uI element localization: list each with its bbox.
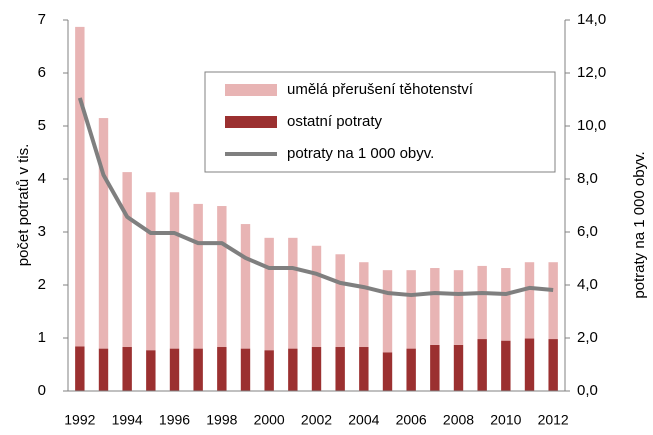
bar [548, 339, 558, 391]
bar [548, 262, 558, 340]
bar [122, 172, 132, 348]
x-tick-label: 2004 [348, 412, 379, 428]
y2-tick-label: 12,0 [577, 64, 606, 81]
bar [240, 348, 251, 391]
bar [335, 347, 345, 391]
bar [98, 118, 109, 349]
bar [288, 237, 298, 349]
legend-label: potraty na 1 000 obyv. [287, 145, 434, 162]
bar [264, 237, 274, 351]
bar [264, 350, 274, 391]
y-tick-label: 7 [38, 11, 46, 28]
y2-tick-label: 4,0 [577, 276, 598, 293]
y2-tick-label: 2,0 [577, 329, 598, 346]
bar [359, 347, 369, 391]
x-tick-label: 2006 [396, 412, 427, 428]
bar [146, 350, 156, 391]
legend-swatch [225, 84, 277, 96]
bar [430, 344, 440, 391]
bar [288, 348, 298, 391]
y-tick-label: 6 [38, 64, 46, 81]
bar [453, 344, 464, 391]
bar [477, 265, 487, 340]
bar [75, 26, 85, 347]
x-tick-label: 2002 [301, 412, 332, 428]
x-tick-label: 2012 [538, 412, 569, 428]
y-tick-label: 5 [38, 117, 46, 134]
bar [169, 192, 180, 349]
bar [501, 268, 511, 341]
bar [193, 203, 203, 349]
bar [98, 348, 109, 391]
x-tick-label: 1998 [206, 412, 237, 428]
y-tick-label: 1 [38, 329, 46, 346]
bar [217, 206, 227, 348]
bar [122, 347, 132, 391]
y2-tick-label: 10,0 [577, 117, 606, 134]
bar [501, 340, 511, 391]
legend-label: ostatní potraty [287, 113, 383, 130]
bar [169, 348, 180, 391]
bar [75, 346, 85, 391]
bar [240, 224, 251, 349]
bar [406, 270, 416, 349]
y-tick-label: 0 [38, 382, 46, 399]
y-tick-label: 3 [38, 223, 46, 240]
bar [193, 348, 203, 391]
bar [477, 339, 487, 391]
bar [335, 254, 345, 348]
bar [311, 347, 322, 391]
y2-tick-label: 14,0 [577, 11, 606, 28]
y-tick-label: 4 [38, 170, 46, 187]
x-tick-label: 1992 [64, 412, 95, 428]
bar [311, 245, 322, 348]
y2-tick-label: 0,0 [577, 382, 598, 399]
line [77, 97, 554, 298]
x-tick-label: 1996 [159, 412, 190, 428]
y2-axis-label: potraty na 1 000 obyv. [631, 151, 648, 298]
x-tick-label: 2008 [443, 412, 474, 428]
bar [382, 352, 393, 391]
y2-tick-label: 8,0 [577, 170, 598, 187]
bar [406, 348, 416, 391]
legend-swatch [225, 116, 277, 128]
x-tick-label: 2000 [254, 412, 285, 428]
bar [359, 262, 369, 348]
bar [453, 270, 464, 345]
x-tick-label: 2010 [490, 412, 521, 428]
bar [524, 262, 535, 339]
bar [217, 347, 227, 391]
y-axis-label: počet potratů v tis. [15, 144, 32, 267]
bar [524, 338, 535, 391]
x-tick-label: 1994 [112, 412, 143, 428]
bar [146, 192, 156, 351]
bar [382, 270, 393, 353]
legend-label: umělá přerušení těhotenství [287, 81, 474, 98]
y-tick-label: 2 [38, 276, 46, 293]
y2-tick-label: 6,0 [577, 223, 598, 240]
bar [430, 268, 440, 345]
